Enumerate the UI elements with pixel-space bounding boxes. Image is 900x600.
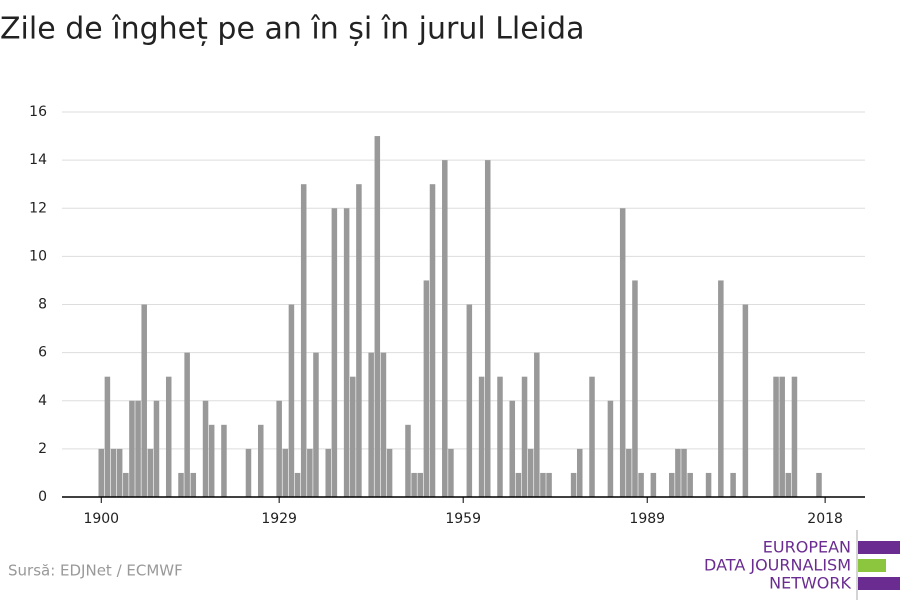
bar — [141, 304, 147, 497]
bar — [123, 472, 129, 497]
bar — [294, 472, 301, 497]
x-tick-label: 1900 — [83, 511, 119, 527]
y-tick-label: 16 — [29, 104, 47, 120]
bar — [687, 472, 693, 497]
chart-title: Zile de îngheț pe an în și în jurul Llei… — [0, 12, 585, 47]
bar — [300, 184, 307, 497]
bar — [288, 304, 295, 497]
bar — [307, 448, 313, 497]
bar — [619, 208, 626, 497]
bar — [343, 208, 350, 497]
logo-text: NETWORK — [769, 574, 851, 593]
bar — [356, 184, 362, 497]
bar — [368, 352, 374, 497]
bar — [478, 376, 485, 497]
bar — [576, 448, 583, 497]
y-tick-label: 12 — [29, 200, 47, 216]
bar — [730, 472, 736, 497]
bar — [681, 448, 687, 497]
y-tick-label: 0 — [38, 489, 47, 505]
bar — [165, 376, 172, 497]
bar — [791, 376, 798, 497]
bar — [202, 400, 209, 497]
y-tick-label: 8 — [38, 297, 47, 313]
bar — [534, 352, 540, 497]
bar — [675, 448, 681, 497]
logo-bar — [858, 541, 900, 554]
bar — [350, 376, 356, 497]
logo-text: DATA JOURNALISM — [704, 556, 851, 575]
bar — [276, 400, 282, 497]
bar — [313, 352, 319, 497]
bar — [669, 472, 675, 497]
bar — [110, 448, 117, 497]
bar — [178, 472, 184, 497]
x-tick-label: 2018 — [807, 511, 843, 527]
bar — [448, 448, 454, 497]
bar — [779, 376, 785, 497]
bar — [147, 448, 154, 497]
y-tick-label: 6 — [38, 345, 47, 361]
logo-text: EUROPEAN — [763, 538, 851, 557]
bar — [245, 448, 252, 497]
bar — [98, 448, 105, 497]
bar — [129, 400, 135, 497]
y-tick-label: 10 — [29, 248, 47, 264]
bar — [632, 280, 638, 497]
bar — [442, 160, 448, 497]
bar — [509, 400, 516, 497]
bar — [417, 472, 424, 497]
bar — [405, 424, 411, 497]
bar — [429, 184, 436, 497]
bar — [497, 376, 503, 497]
bar — [184, 352, 190, 497]
bar — [570, 472, 577, 497]
bar — [466, 304, 473, 497]
bar — [521, 376, 528, 497]
logo-bar — [858, 559, 886, 572]
bar — [816, 472, 822, 497]
x-tick-label: 1959 — [445, 511, 481, 527]
bar — [742, 304, 749, 497]
bar — [221, 424, 227, 497]
bar — [484, 160, 491, 497]
bar — [257, 424, 264, 497]
bar — [626, 448, 632, 497]
bar — [190, 472, 197, 497]
bar — [718, 280, 724, 497]
bar — [589, 376, 595, 497]
bar — [540, 472, 546, 497]
bar — [135, 400, 141, 497]
bar — [773, 376, 779, 497]
bar — [282, 448, 289, 497]
bar — [785, 472, 792, 497]
bar — [411, 472, 417, 497]
bar — [705, 472, 712, 497]
bar — [386, 448, 393, 497]
bar — [208, 424, 215, 497]
y-tick-label: 4 — [38, 393, 47, 409]
bar — [423, 280, 430, 497]
bar — [380, 352, 387, 497]
bar — [515, 472, 522, 497]
logo-bar — [858, 577, 900, 590]
x-tick-label: 1989 — [629, 511, 665, 527]
y-tick-label: 14 — [29, 152, 47, 168]
bar — [650, 472, 657, 497]
bar — [546, 472, 552, 497]
bar — [638, 472, 644, 497]
bar — [325, 448, 331, 497]
x-tick-label: 1929 — [261, 511, 297, 527]
bar — [116, 448, 123, 497]
bar — [153, 400, 160, 497]
bar — [374, 136, 381, 497]
y-tick-label: 2 — [38, 441, 47, 457]
bar — [331, 208, 338, 497]
source: Sursă: EDJNet / ECMWF — [8, 562, 183, 580]
bar — [104, 376, 111, 497]
bar — [527, 448, 534, 497]
bar — [607, 400, 614, 497]
